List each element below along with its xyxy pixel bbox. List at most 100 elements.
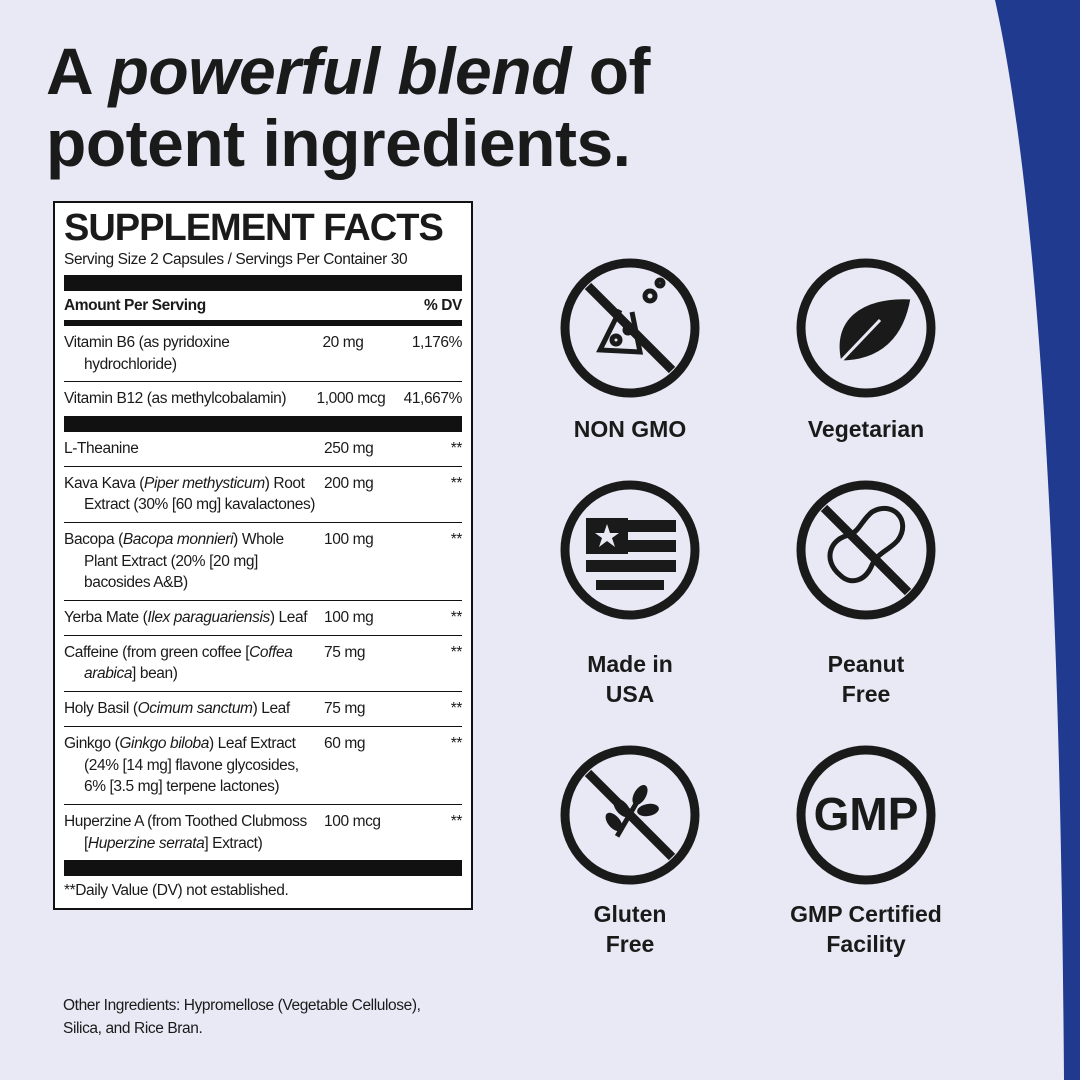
badge-label-line: GMP Certified [790,901,942,927]
latin-name: Piper methysticum [144,474,265,492]
latin-name: Huperzine serrata [87,834,205,852]
name-part: ] Extract) [204,834,263,852]
latin-name: Ginkgo biloba [119,734,209,752]
daily-value: 1,176% [411,333,463,351]
ingredient-name: Kava Kava (Piper methysticum) Root Extra… [64,473,316,516]
headline-part: of [570,34,651,108]
daily-value: ** [450,609,463,627]
badge-label-line: Vegetarian [807,416,925,442]
latin-name: Ilex paraguariensis [147,609,270,627]
name-part: L-Theanine [64,439,139,457]
amount: 100 mcg [324,812,381,830]
daily-value: ** [450,812,463,830]
name-part: ) Leaf [252,700,291,718]
latin-name: Bacopa monnieri [122,531,234,549]
ingredient-name: Ginkgo (Ginkgo biloba) Leaf Extract (24%… [64,733,316,798]
facts-title: SUPPLEMENT FACTS [64,207,444,249]
leaf-icon [836,296,914,364]
facts-row: Huperzine A (from Toothed Clubmoss [Hupe… [64,803,463,860]
facts-row: Ginkgo (Ginkgo biloba) Leaf Extract (24%… [64,725,462,804]
gmp-icon-text: GMP [814,788,919,840]
headline-part: A [46,34,109,108]
amount: 75 mg [324,700,366,718]
badge-label-line: Free [841,680,891,707]
amount: 1,000 mcg [316,390,386,408]
ingredient-name: Huperzine A (from Toothed Clubmoss [Hupe… [64,811,316,854]
name-part: Holy Basil ( [64,700,138,718]
amount: 100 mg [324,609,374,627]
blue-swoosh [995,0,1080,1080]
supplement-facts: SUPPLEMENT FACTS Serving Size 2 Capsules… [53,201,473,911]
ingredient-name: L-Theanine [64,438,316,460]
wheat-icon [605,785,659,838]
name-part: Bacopa ( [64,531,123,549]
vitamins: Vitamin B6 (as pyridoxine hydrochloride)… [64,326,462,416]
badge-label-line: USA [605,680,655,707]
name-part: Vitamin B12 (as methylcobalamin) [64,390,287,408]
flask-icon [596,277,666,355]
divider-bar [64,415,462,432]
name-part: Yerba Mate ( [64,609,148,627]
amount: 75 mg [324,643,366,661]
amount: 200 mg [324,474,374,492]
ingredient-name: Vitamin B6 (as pyridoxine hydrochloride) [64,332,314,375]
amount: 20 mg [322,333,364,351]
name-part: ] bean) [132,665,178,683]
badge-label: Peanut Free [756,650,976,710]
daily-value: ** [450,700,463,718]
daily-value: ** [450,474,463,492]
headline-line2: potent ingredients. [46,106,631,180]
name-part: Ginkgo ( [64,734,120,752]
badge-label-line: Free [605,930,655,957]
flag-icon [586,518,676,590]
badge-label-line: Gluten [593,901,667,927]
facts-row: Vitamin B12 (as methylcobalamin) 1,000 mc… [64,381,462,416]
latin-name: Ocimum sanctum [137,700,253,718]
name-part: Vitamin B6 (as pyridoxine hydrochloride) [64,333,230,373]
ingredient-name: Yerba Mate (Ilex paraguariensis) Leaf [64,607,316,629]
facts-row: Vitamin B6 (as pyridoxine hydrochloride)… [64,326,462,381]
amount: 250 mg [324,439,374,457]
other-ingredients: Other Ingredients: Hypromellose (Vegetab… [63,997,421,1038]
amount: 100 mg [324,531,374,549]
divider-bar [64,860,462,877]
badge-label-line: Facility [826,930,906,957]
headline-italic: powerful blend [108,34,572,108]
badge-label: NON GMO [520,415,740,445]
daily-value: ** [450,531,463,549]
badge-label-line: Made in [587,651,673,677]
divider-bar [64,274,462,291]
facts-row: L-Theanine 250 mg ** [64,432,462,466]
facts-row: Caffeine (from green coffee [Coffea arab… [64,634,463,691]
name-part: Caffeine (from green coffee [ [64,643,250,661]
daily-value: 41,667% [403,390,463,408]
badge-label: Vegetarian [756,415,976,445]
facts-header: Amount Per Serving % DV [64,291,462,326]
name-part: Kava Kava ( [64,474,145,492]
badge-label: GMP Certified Facility [756,900,976,960]
badge-label-line: Peanut [827,651,905,677]
name-part: Huperzine A (from Toothed Clubmoss [ [64,812,307,852]
facts-row: Bacopa (Bacopa monnieri) Whole Plant Ext… [64,522,462,600]
latin-name: Coffea arabica [84,643,293,683]
ingredient-name: Vitamin B12 (as methylcobalamin) [64,388,309,410]
name-part: ) Whole Plant Extract (20% [20 mg] bacos… [84,531,284,592]
facts-row: Kava Kava (Piper methysticum) Root Extra… [64,465,463,522]
ingredient-name: Caffeine (from green coffee [Coffea arab… [64,642,316,685]
ingredient-name: Bacopa (Bacopa monnieri) Whole Plant Ext… [64,529,316,594]
badge-label: Gluten Free [520,900,740,960]
amount: 60 mg [324,734,366,752]
peanut-icon [827,505,906,584]
dv-header: % DV [423,296,462,314]
footnote: **Daily Value (DV) not established. [64,882,289,900]
name-part: ) Leaf Extract (24% [14 mg] flavone glyc… [84,734,299,796]
name-part: ) Leaf [269,609,308,627]
badge-label-line: NON GMO [573,416,687,442]
ingredients: L-Theanine 250 mg ** Kava Kava (Piper methy… [64,432,462,860]
serving: Serving Size 2 Capsules / Servings Per C… [64,250,408,268]
amount-header: Amount Per Serving [64,296,206,314]
badge-icons [560,258,936,885]
daily-value: ** [450,643,463,661]
